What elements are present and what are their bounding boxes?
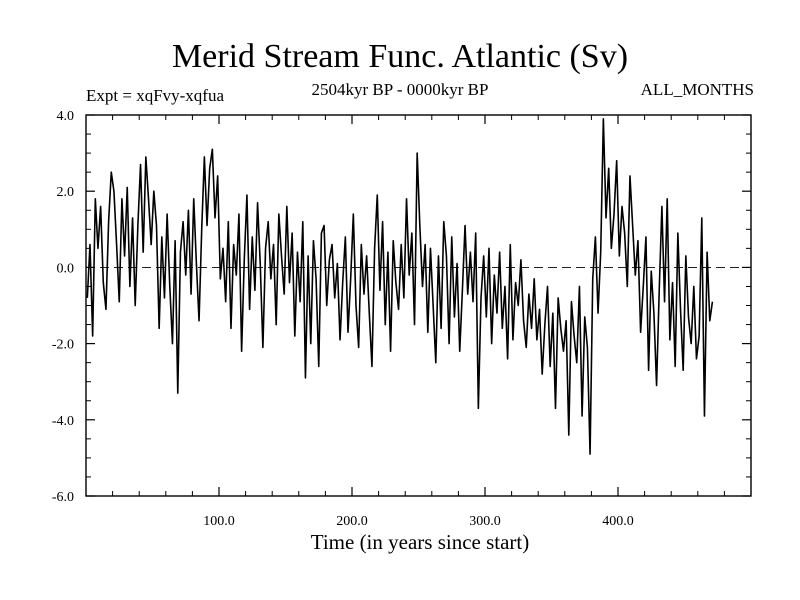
x-axis-label: Time (in years since start): [310, 530, 530, 554]
y-tick-label: -2.0: [52, 338, 74, 353]
y-tick-label: -4.0: [52, 414, 74, 429]
series-line: [86, 118, 714, 455]
x-tick-label: 300.0: [469, 514, 501, 529]
y-tick-label: 4.0: [57, 109, 75, 124]
time-range-subtitle: 2504kyr BP - 0000kyr BP: [311, 80, 489, 99]
plot-frame: [85, 114, 752, 497]
experiment-label: Expt = xqFvy-xqfua: [86, 86, 225, 105]
x-tick-label: 100.0: [203, 514, 235, 529]
y-tick-label: 2.0: [57, 185, 75, 200]
x-tick-label: 400.0: [602, 514, 634, 529]
months-label: ALL_MONTHS: [640, 80, 754, 99]
y-tick-label: 0.0: [57, 261, 75, 276]
chart-title: Merid Stream Func. Atlantic (Sv): [171, 38, 629, 75]
x-tick-label: 200.0: [336, 514, 368, 529]
y-tick-label: -6.0: [52, 490, 74, 505]
